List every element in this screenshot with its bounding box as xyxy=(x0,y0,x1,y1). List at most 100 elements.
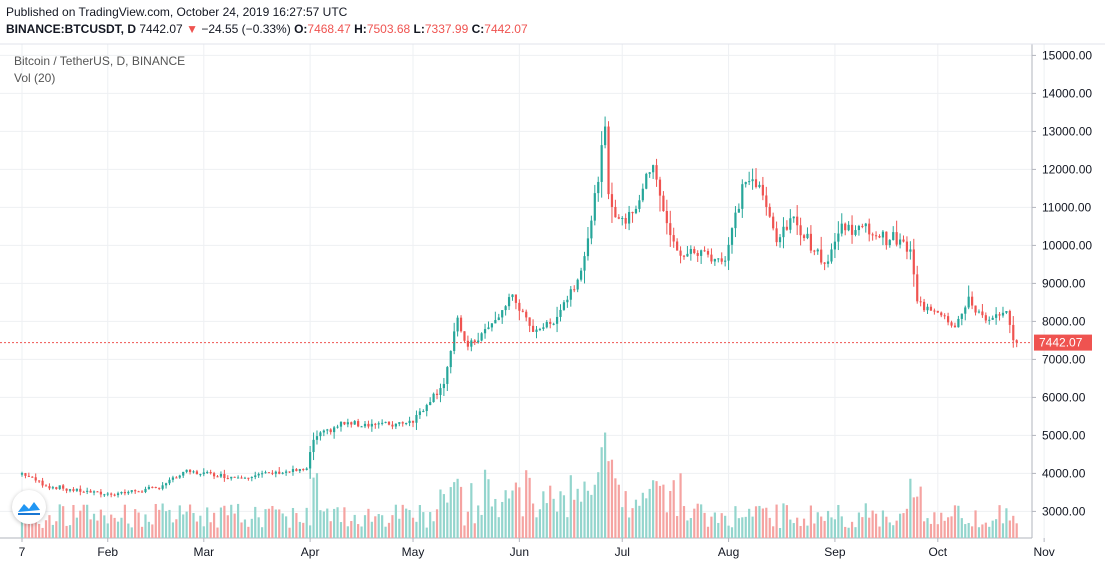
candle-body xyxy=(315,436,319,440)
last-price-tag xyxy=(1034,334,1092,351)
candle-body xyxy=(974,305,977,313)
volume-bar xyxy=(696,503,699,538)
volume-bar xyxy=(576,488,579,538)
volume-bar xyxy=(453,482,456,538)
volume-bar xyxy=(617,484,620,538)
volume-bar xyxy=(209,522,212,538)
volume-bar xyxy=(261,527,264,538)
candle-body xyxy=(898,239,902,245)
volume-bar xyxy=(154,503,157,538)
candle-body xyxy=(525,311,528,318)
candle-body xyxy=(919,301,922,303)
candle-body xyxy=(689,248,692,254)
candle-body xyxy=(291,469,295,472)
candle-body xyxy=(185,469,188,472)
candle-body xyxy=(487,327,490,330)
candle-body xyxy=(161,485,164,489)
volume-bar xyxy=(669,490,672,538)
candle-body xyxy=(998,314,1001,316)
volume-bar xyxy=(631,508,634,538)
candle-body xyxy=(254,475,257,478)
volume-bar xyxy=(861,517,864,538)
candle-body xyxy=(230,476,233,479)
candle-body xyxy=(151,486,154,488)
volume-bar xyxy=(621,507,624,538)
candle-body xyxy=(806,233,809,239)
candle-body xyxy=(830,249,833,262)
volume-bar xyxy=(778,527,782,538)
volume-bar xyxy=(929,523,933,538)
candle-body xyxy=(748,181,751,183)
volume-bar xyxy=(892,525,895,538)
candle-body xyxy=(514,294,518,303)
candle-body xyxy=(641,188,644,201)
candle-body xyxy=(264,472,267,474)
volume-bar xyxy=(813,523,816,538)
x-tick-label: Apr xyxy=(301,545,320,559)
volume-bar xyxy=(103,515,106,538)
volume-bar xyxy=(957,505,960,538)
volume-bar xyxy=(600,447,603,538)
candle-body xyxy=(751,179,754,182)
candle-body xyxy=(411,420,415,423)
candle-body xyxy=(696,253,699,256)
price-change: −24.55 (−0.33%) xyxy=(201,22,291,36)
volume-bar xyxy=(789,519,792,538)
candle-body xyxy=(384,421,387,423)
volume-bar xyxy=(86,504,89,538)
volume-bar xyxy=(55,521,58,538)
volume-bar xyxy=(195,521,199,538)
volume-bar xyxy=(44,520,48,538)
volume-bar xyxy=(312,477,315,538)
candle-body xyxy=(72,489,75,491)
candle-body xyxy=(916,274,919,302)
y-tick-label: 3000.00 xyxy=(1042,504,1086,518)
volume-bar xyxy=(583,481,586,538)
volume-bar xyxy=(676,516,679,538)
volume-bar xyxy=(391,515,394,538)
volume-bar xyxy=(607,461,610,538)
candle-body xyxy=(134,490,137,492)
candle-body xyxy=(703,250,706,252)
candle-body xyxy=(717,258,720,260)
volume-bar xyxy=(291,507,295,538)
candle-body xyxy=(840,223,843,234)
candle-body xyxy=(336,426,339,428)
candle-body xyxy=(765,195,768,207)
candle-body xyxy=(243,477,247,479)
candle-body xyxy=(281,472,284,474)
tradingview-logo-icon[interactable] xyxy=(12,490,46,524)
volume-bar xyxy=(768,517,771,538)
volume-bar xyxy=(199,515,202,538)
volume-bar xyxy=(912,497,915,538)
volume-bar xyxy=(483,469,487,538)
legend-volume: Vol (20) xyxy=(14,71,56,85)
volume-bar xyxy=(250,518,253,538)
volume-bar xyxy=(734,506,737,538)
volume-bar xyxy=(473,523,476,538)
candle-body xyxy=(1015,340,1018,343)
volume-bar xyxy=(41,527,44,538)
volume-bar xyxy=(682,506,686,538)
volume-bar xyxy=(363,515,367,538)
candle-body xyxy=(439,388,442,395)
volume-bar xyxy=(329,521,332,538)
volume-bar xyxy=(597,472,600,538)
candle-body xyxy=(329,429,332,433)
candle-body xyxy=(309,452,312,469)
candle-body xyxy=(604,126,607,146)
candle-body xyxy=(247,477,250,479)
volume-bar xyxy=(278,509,281,538)
volume-bar xyxy=(405,508,408,538)
candle-body xyxy=(250,477,253,479)
volume-bar xyxy=(387,522,391,538)
volume-bar xyxy=(905,508,909,538)
open-label: O: xyxy=(294,22,308,36)
volume-bar xyxy=(816,512,819,538)
candle-body xyxy=(110,493,113,495)
volume-bar xyxy=(353,514,356,538)
volume-bar xyxy=(854,527,857,538)
y-tick-label: 8000.00 xyxy=(1042,314,1086,328)
volume-bar xyxy=(648,488,651,538)
